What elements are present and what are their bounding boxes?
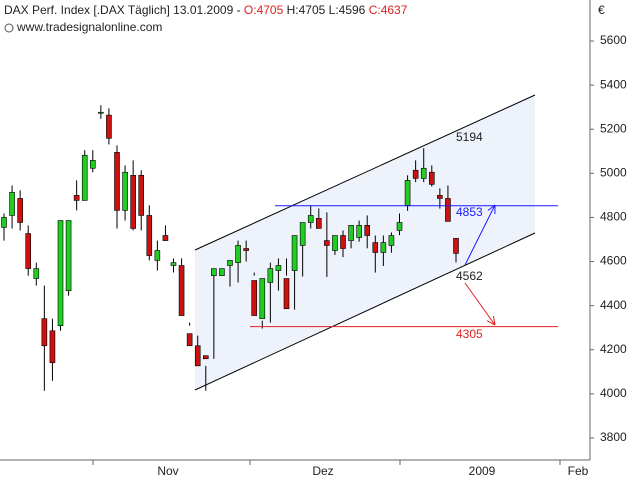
- candle-body: [17, 198, 23, 223]
- price-note: 4562: [456, 269, 483, 283]
- candle-body: [372, 242, 379, 253]
- candle-body: [33, 268, 40, 279]
- candle-body: [211, 268, 217, 276]
- arrow: [464, 282, 496, 326]
- x-tick-label: Dez: [312, 464, 333, 478]
- level-label: 4305: [456, 327, 483, 341]
- candle-body: [9, 191, 15, 216]
- candle-body: [65, 220, 72, 291]
- candle-body: [364, 225, 371, 236]
- candle-body: [227, 260, 233, 266]
- candle-body: [162, 235, 169, 241]
- candle-body: [138, 175, 145, 216]
- candle-body: [412, 169, 419, 179]
- arrow: [464, 204, 496, 266]
- candle-body: [219, 268, 225, 276]
- candle-body: [122, 171, 128, 211]
- candle-body: [202, 355, 209, 360]
- candle-body: [146, 215, 153, 256]
- candle-body: [235, 245, 241, 263]
- arrow-head: [487, 204, 496, 211]
- x-tick-label: Nov: [157, 464, 178, 478]
- candle-body: [41, 318, 48, 347]
- y-tick-label: 4600: [600, 254, 627, 268]
- level-label: 4853: [456, 205, 483, 219]
- candle-body: [49, 330, 56, 364]
- candle-body: [178, 265, 185, 316]
- candle-body: [243, 248, 249, 251]
- arrow-head: [492, 316, 496, 326]
- candle-body: [332, 235, 338, 251]
- candle-body: [194, 345, 201, 367]
- candle-body: [388, 235, 395, 246]
- candle-body: [420, 167, 427, 179]
- header-title: DAX Perf. Index [.DAX Täglich] 13.01.200…: [4, 3, 244, 17]
- y-tick-label: 5000: [600, 165, 627, 179]
- candle-body: [57, 220, 64, 327]
- candle-body: [154, 250, 161, 261]
- candle-body: [89, 160, 96, 169]
- unit-label: €: [598, 3, 605, 17]
- y-tick-label: 4400: [600, 298, 627, 312]
- candle-body: [275, 265, 282, 271]
- candle-body: [291, 235, 298, 271]
- candle-body: [170, 262, 177, 266]
- candle-body: [428, 171, 435, 185]
- candle-body: [453, 238, 459, 254]
- candle-body: [315, 218, 322, 229]
- candle-body: [348, 225, 354, 241]
- header-open: O:4705: [244, 3, 284, 17]
- y-tick-label: 5600: [600, 33, 627, 47]
- y-tick-label: 4000: [600, 386, 627, 400]
- x-tick-label: Feb: [568, 464, 589, 478]
- x-tick-label: 2009: [469, 464, 496, 478]
- candle-body: [114, 152, 120, 211]
- channel-fill: [195, 95, 535, 390]
- candle-body: [251, 280, 258, 316]
- candle-body: [324, 240, 330, 246]
- y-tick-label: 5200: [600, 121, 627, 135]
- header-hl: H:4705 L:4596: [283, 3, 368, 17]
- header: DAX Perf. Index [.DAX Täglich] 13.01.200…: [4, 3, 408, 17]
- arrow-head: [486, 320, 496, 326]
- price-note: 5194: [456, 130, 483, 144]
- candle-body: [25, 233, 32, 269]
- y-tick-label: 4200: [600, 342, 627, 356]
- candle-body: [437, 195, 443, 199]
- source-icon: [4, 23, 14, 33]
- candle-body: [73, 195, 80, 201]
- y-tick-label: 4800: [600, 210, 627, 224]
- candle-body: [299, 222, 306, 246]
- candle-body: [340, 235, 346, 249]
- candle-body: [356, 225, 362, 238]
- candle-body: [186, 333, 193, 347]
- candle-body: [267, 268, 274, 283]
- candle-body: [380, 242, 387, 253]
- candle-body: [396, 222, 403, 231]
- channel-lower: [194, 232, 536, 391]
- candle-body: [130, 175, 136, 229]
- header-close: C:4637: [369, 3, 408, 17]
- y-tick-label: 5400: [600, 77, 627, 91]
- candle-body: [98, 111, 104, 114]
- source: www.tradesignalonline.com: [16, 20, 162, 34]
- candle-body: [106, 114, 112, 139]
- candle-body: [404, 180, 411, 206]
- candle-body: [445, 198, 451, 222]
- candle-body: [307, 215, 314, 223]
- y-tick-label: 3800: [600, 430, 627, 444]
- candle-body: [81, 154, 88, 201]
- candle-body: [259, 278, 266, 319]
- candle-body: [283, 278, 290, 310]
- candle-body: [1, 217, 7, 228]
- channel-upper: [194, 94, 536, 251]
